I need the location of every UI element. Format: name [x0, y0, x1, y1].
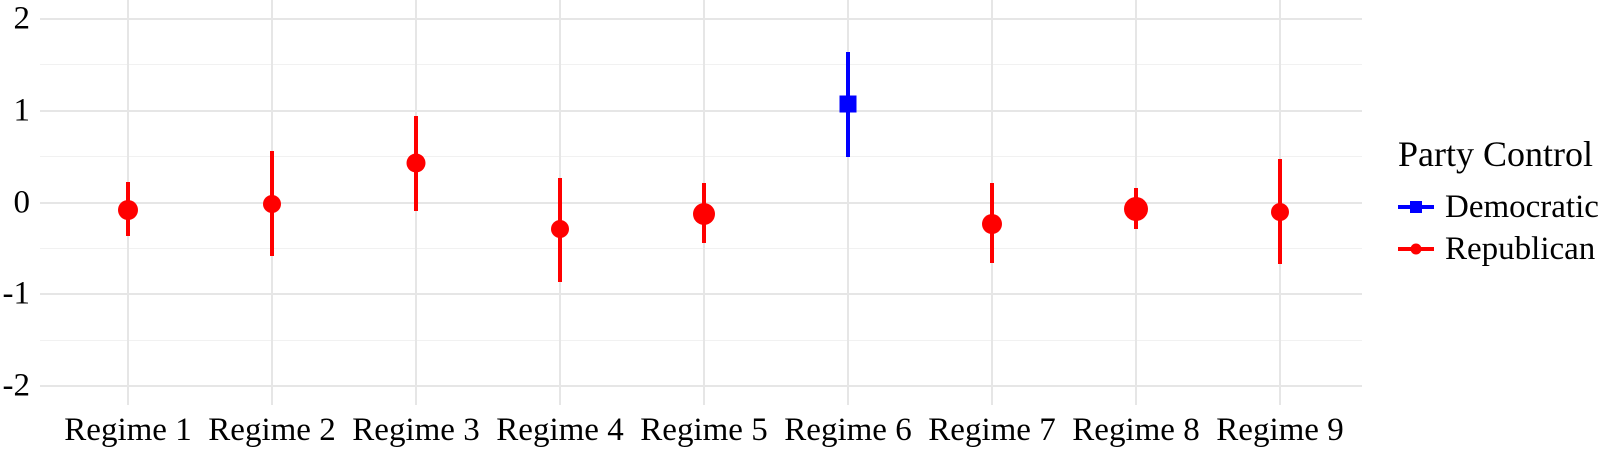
- legend: Party Control Democratic Republican: [1398, 132, 1599, 270]
- major-gridline: [40, 293, 1362, 296]
- democratic-key: [1398, 196, 1434, 218]
- legend-entry-democratic: Democratic: [1398, 186, 1599, 228]
- minor-gridline: [40, 156, 1362, 158]
- democratic-square-icon: [1410, 201, 1422, 213]
- y-tick-label: 2: [13, 0, 31, 37]
- point-marker: [982, 213, 1002, 234]
- y-tick-label: -2: [2, 367, 31, 404]
- minor-gridline: [40, 64, 1362, 66]
- point-marker: [551, 220, 569, 239]
- major-gridline: [40, 17, 1362, 20]
- minor-gridline: [40, 339, 1362, 341]
- point-marker: [118, 199, 138, 220]
- major-gridline: [40, 385, 1362, 388]
- point-marker: [263, 195, 281, 214]
- legend-title: Party Control: [1398, 134, 1593, 174]
- x-tick-label: Regime 1: [64, 412, 192, 448]
- legend-entry-republican: Republican: [1398, 228, 1599, 270]
- republican-key: [1398, 238, 1434, 260]
- point-marker: [1124, 196, 1148, 221]
- legend-label: Democratic: [1445, 189, 1599, 225]
- point-marker: [693, 202, 715, 225]
- legend-label: Republican: [1445, 231, 1596, 267]
- legend-entries: Democratic Republican: [1398, 186, 1599, 270]
- x-tick-label: Regime 9: [1216, 412, 1344, 448]
- point-marker: [839, 95, 857, 113]
- major-gridline: [40, 109, 1362, 112]
- x-tick-label: Regime 5: [640, 412, 768, 448]
- major-gridline: [40, 201, 1362, 204]
- y-tick-label: 0: [13, 184, 31, 220]
- plot-panel: [40, 0, 1362, 405]
- x-tick-label: Regime 7: [928, 412, 1056, 448]
- y-tick-label: -1: [2, 275, 31, 312]
- x-tick-label: Regime 2: [208, 412, 336, 448]
- point-marker: [406, 153, 426, 173]
- y-tick-label: 1: [13, 92, 31, 129]
- point-marker: [1271, 202, 1289, 221]
- republican-circle-icon: [1410, 243, 1422, 255]
- x-tick-label: Regime 4: [496, 412, 624, 448]
- x-tick-label: Regime 8: [1072, 412, 1200, 448]
- category-gridline: [847, 0, 849, 405]
- x-tick-label: Regime 3: [352, 412, 480, 448]
- x-tick-label: Regime 6: [784, 412, 912, 448]
- minor-gridline: [40, 247, 1362, 249]
